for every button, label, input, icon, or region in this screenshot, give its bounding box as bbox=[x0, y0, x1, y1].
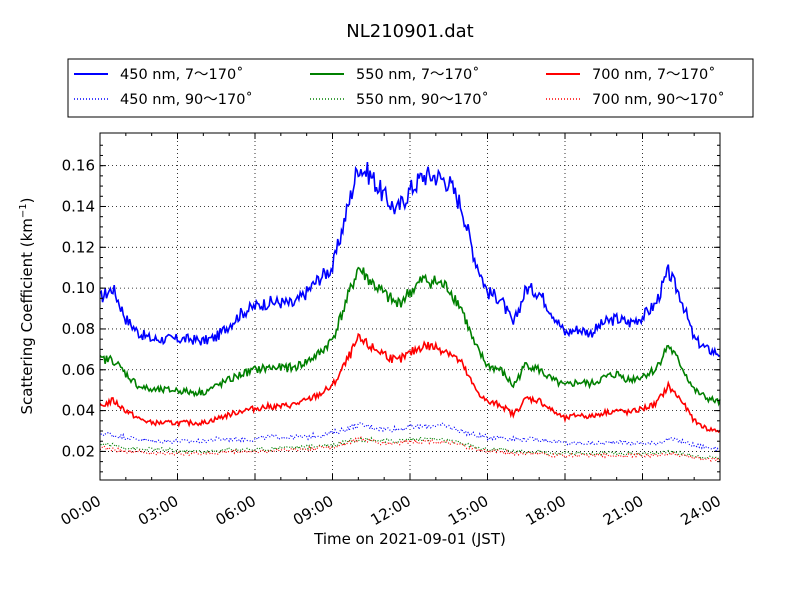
y-axis-title: Scattering Coefficient (km−1) bbox=[18, 197, 36, 414]
x-tick-label: 24:00 bbox=[678, 492, 724, 529]
x-tick-label: 03:00 bbox=[135, 492, 181, 529]
legend-label: 700 nm, 7～170˚ bbox=[592, 66, 715, 83]
y-tick-labels: 0.02 0.04 0.06 0.08 0.10 0.12 0.14 0.16 bbox=[62, 157, 95, 461]
y-axis-title-suffix: ) bbox=[18, 197, 36, 203]
y-tick-label: 0.08 bbox=[62, 320, 95, 338]
x-axis-title: Time on 2021-09-01 (JST) bbox=[313, 530, 506, 548]
y-axis-title-sup: −1 bbox=[18, 203, 29, 218]
series-line-450nm-90-170 bbox=[99, 421, 721, 453]
series-line-700nm-7-170 bbox=[99, 332, 721, 434]
series-line-700nm-90-170 bbox=[100, 436, 721, 463]
y-tick-label: 0.02 bbox=[62, 442, 95, 460]
x-tick-label: 12:00 bbox=[368, 492, 414, 529]
legend-label: 700 nm, 90～170˚ bbox=[592, 91, 725, 108]
series-line-550nm-90-170 bbox=[99, 434, 721, 460]
series-line-450nm-7-170 bbox=[99, 162, 721, 357]
series-line-550nm-7-170 bbox=[99, 266, 721, 407]
chart-title: NL210901.dat bbox=[346, 21, 473, 42]
x-tick-label: 21:00 bbox=[600, 492, 646, 529]
y-tick-label: 0.16 bbox=[62, 157, 95, 175]
x-tick-label: 00:00 bbox=[58, 492, 104, 529]
legend-label: 550 nm, 90～170˚ bbox=[356, 91, 489, 108]
legend: 450 nm, 7～170˚ 450 nm, 90～170˚ 550 nm, 7～1… bbox=[67, 58, 754, 118]
y-axis-title-main: Scattering Coefficient (km bbox=[18, 218, 36, 414]
y-tick-label: 0.06 bbox=[62, 361, 95, 379]
ticks bbox=[99, 133, 721, 480]
y-tick-label: 0.04 bbox=[62, 402, 95, 420]
y-tick-label: 0.10 bbox=[62, 279, 95, 297]
x-tick-labels: 00:00 03:00 06:00 09:00 12:00 15:00 18:00 21:00… bbox=[58, 492, 724, 529]
legend-frame bbox=[67, 58, 754, 118]
x-tick-label: 15:00 bbox=[445, 492, 491, 529]
legend-label: 550 nm, 7～170˚ bbox=[356, 66, 479, 83]
x-tick-label: 06:00 bbox=[213, 492, 259, 529]
x-tick-label: 09:00 bbox=[290, 492, 336, 529]
legend-label: 450 nm, 90～170˚ bbox=[120, 91, 253, 108]
x-tick-label: 18:00 bbox=[523, 492, 569, 529]
y-tick-label: 0.12 bbox=[62, 238, 95, 256]
legend-label: 450 nm, 7～170˚ bbox=[120, 66, 243, 83]
y-tick-label: 0.14 bbox=[62, 197, 95, 215]
series-layer bbox=[99, 162, 721, 463]
